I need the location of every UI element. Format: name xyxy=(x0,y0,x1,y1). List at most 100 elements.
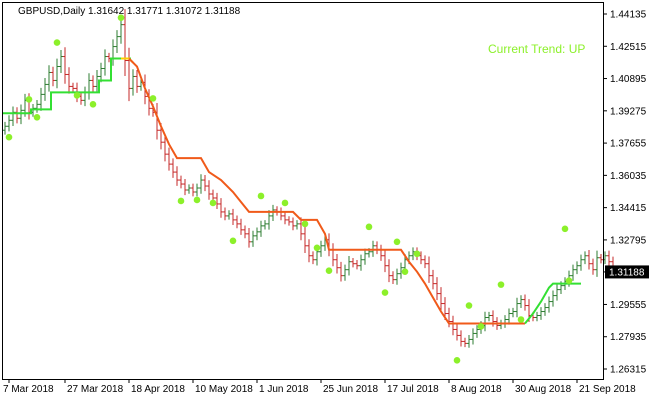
ohlc-bar xyxy=(311,251,315,265)
fractal-dot xyxy=(393,238,401,246)
price-tick-label: 1.26315 xyxy=(610,365,647,376)
ohlc-bar xyxy=(607,250,611,267)
price-tick-label: 1.39275 xyxy=(610,106,647,117)
fractal-dot xyxy=(89,101,97,108)
trend-line-up-early xyxy=(3,57,131,115)
ohlc-bar xyxy=(3,121,7,135)
price-axis: 1.44135 1.42515 1.40895 1.39275 1.37655 1.360… xyxy=(603,10,647,376)
ohlc-bar xyxy=(387,259,391,283)
ohlc-bar xyxy=(471,328,475,345)
ohlc-bar xyxy=(535,311,539,322)
fractal-dot xyxy=(413,250,421,258)
fractal-dot xyxy=(453,357,461,364)
ohlc-bar xyxy=(303,226,307,253)
ohlc-bar xyxy=(123,9,127,77)
ohlc-bar xyxy=(391,271,395,285)
ohlc-bar xyxy=(43,77,47,101)
fractal-dot xyxy=(73,92,81,99)
ohlc-bar xyxy=(439,287,443,311)
time-axis: 7 Mar 2018 27 Mar 2018 18 Apr 2018 10 May 2… xyxy=(3,379,636,395)
ohlc-bar xyxy=(423,255,427,269)
ohlc-bar xyxy=(283,211,287,225)
fractal-dot xyxy=(229,237,237,245)
price-tag-label: 1.31188 xyxy=(609,267,645,278)
ohlc-bar xyxy=(359,254,363,271)
ohlc-bar xyxy=(235,215,239,229)
ohlc-bar xyxy=(243,225,247,239)
ohlc-bar xyxy=(103,49,107,76)
ohlc-bar xyxy=(267,210,271,230)
ohlc-bar xyxy=(287,216,291,226)
ohlc-bar xyxy=(515,297,519,318)
ohlc-bar xyxy=(199,174,203,194)
ohlc-bar xyxy=(587,249,591,270)
ohlc-bar xyxy=(343,264,347,281)
ohlc-bar xyxy=(55,58,59,89)
price-tick-label: 1.37655 xyxy=(610,139,647,150)
ohlc-bar xyxy=(239,218,243,235)
ohlc-bar xyxy=(507,308,511,325)
ohlc-bar xyxy=(383,249,387,273)
fractal-markers xyxy=(5,14,573,364)
fractal-dot xyxy=(313,244,321,252)
fractal-dot xyxy=(401,268,409,275)
ohlc-bar xyxy=(227,210,231,220)
ohlc-bar xyxy=(39,87,43,111)
price-tick-label: 1.34415 xyxy=(610,203,647,214)
ohlc-bar xyxy=(91,75,95,92)
price-tick-label: 1.40895 xyxy=(610,74,647,85)
price-tick-label: 1.44135 xyxy=(610,10,647,21)
fractal-dot xyxy=(117,14,125,21)
ohlc-bar xyxy=(539,307,543,320)
fractal-dot xyxy=(517,316,525,323)
ohlc-bar xyxy=(511,307,515,318)
ohlc-bar xyxy=(339,261,343,282)
ohlc-bar xyxy=(71,82,75,93)
fractal-dot xyxy=(381,289,389,296)
ohlc-bar xyxy=(455,324,459,341)
ohlc-bar xyxy=(47,65,51,92)
ohlc-bar xyxy=(451,315,455,336)
ohlc-bar xyxy=(355,260,359,270)
ohlc-bar xyxy=(203,174,207,192)
symbol-label: GBPUSD,Daily xyxy=(18,6,85,17)
price-tick-label: 1.42515 xyxy=(610,42,647,53)
ohlc-bar xyxy=(595,250,599,277)
price-tick-label: 1.27935 xyxy=(610,332,647,343)
ohlc-bar xyxy=(319,240,323,257)
current-price-marker: 1.31188 xyxy=(605,265,649,279)
ohlc-bar xyxy=(127,47,131,102)
ohlc-bar xyxy=(195,183,199,197)
ohlc-bar xyxy=(7,115,11,132)
ohlc-bar xyxy=(435,277,439,301)
ohlc-bar xyxy=(171,158,175,178)
ohlc-bar xyxy=(191,183,195,197)
ohlc-bar xyxy=(523,294,527,311)
ohlc-bar xyxy=(115,30,119,54)
ohlc-bar xyxy=(487,311,491,322)
fractal-dot xyxy=(177,197,185,205)
ohlc-bar xyxy=(259,220,263,237)
ohlc-bar xyxy=(251,230,255,247)
ohlc-bar xyxy=(175,166,179,186)
time-tick-label: 27 Mar 2018 xyxy=(67,384,124,395)
time-tick-label: 10 May 2018 xyxy=(195,384,253,395)
price-tick-label: 1.29555 xyxy=(610,300,647,311)
ohlc-bar xyxy=(167,147,171,171)
ohlc-bar xyxy=(555,284,559,301)
time-tick-label: 18 Apr 2018 xyxy=(131,384,185,395)
ohlc-bar xyxy=(183,178,187,196)
ohlc-bar xyxy=(575,261,579,275)
ohlc-bar xyxy=(163,135,167,162)
ohlc-bar xyxy=(223,207,227,221)
ohlc-bar xyxy=(467,335,471,348)
time-tick-label: 8 Aug 2018 xyxy=(451,384,502,395)
ohlc-bar xyxy=(459,330,463,347)
time-tick-label: 21 Sep 2018 xyxy=(579,384,636,395)
time-tick-label: 7 Mar 2018 xyxy=(3,384,54,395)
fractal-dot xyxy=(149,95,157,102)
ohlc-bar xyxy=(247,228,251,248)
ohlc-bar xyxy=(351,258,355,268)
time-tick-label: 25 Jun 2018 xyxy=(323,384,378,395)
